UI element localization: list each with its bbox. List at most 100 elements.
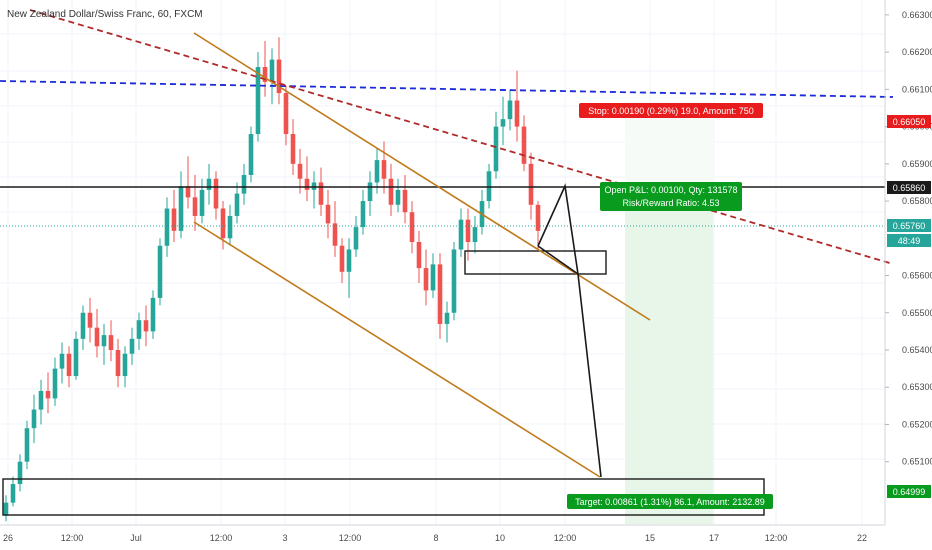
candle-body [311,182,317,190]
candle-body [199,189,205,216]
target-annotation-text: Target: 0.00861 (1.31%) 86.1, Amount: 21… [575,497,765,507]
stop-annotation-text: Stop: 0.00190 (0.29%) 19.0, Amount: 750 [588,106,754,116]
candle-body [178,186,184,231]
candle-body [493,126,499,172]
candle-body [339,245,345,272]
candle-body [157,245,163,298]
tag-last-price-text: 0.65760 [893,221,926,231]
candle-body [507,100,513,120]
candle-body [514,100,520,127]
candle-body [360,201,366,228]
tag-last-price: 0.65760 48:49 [887,219,931,247]
price-tick-label: 0.65300 [902,382,932,392]
price-tick-label: 0.66100 [902,84,932,94]
tag-target-text: 0.64999 [893,487,926,497]
channel-lower-line [193,221,601,478]
candle-body [150,297,156,332]
candle-body [472,227,478,243]
tag-stop: 0.66050 [887,115,931,128]
tag-resistance-text: 0.65860 [893,183,926,193]
time-tick-label: 22 [857,533,867,543]
price-tick-label: 0.65900 [902,159,932,169]
candle-body [45,390,51,399]
candle-body [430,264,436,291]
time-tick-label: 8 [433,533,438,543]
price-tick-label: 0.65500 [902,308,932,318]
candle-body [213,178,219,209]
support-box-upper [464,250,607,275]
tag-target: 0.64999 [887,485,931,498]
candle-body [227,215,233,239]
candle-body [164,208,170,246]
target-zone [625,189,713,524]
candle-body [388,178,394,205]
candle-body [318,182,324,205]
candle-body [206,178,212,190]
candle-body [444,312,450,324]
time-tick-label: 12:00 [210,533,233,543]
candle-body [437,264,443,324]
chart-grid [0,0,885,525]
time-tick-label: 17 [709,533,719,543]
candle-body [367,182,373,202]
candle-body [409,212,415,243]
candle-body [465,219,471,243]
candle-body [52,368,58,399]
stop-annotation: Stop: 0.00190 (0.29%) 19.0, Amount: 750 [579,103,763,118]
candle-body [276,59,282,94]
price-tick-label: 0.66200 [902,47,932,57]
blue-dashed-trendline [0,80,894,98]
candle-body [304,178,310,190]
pnl-annotation: Open P&L: 0.00100, Qty: 131578 Risk/Rewa… [600,182,742,211]
candle-body [416,242,422,269]
candle-body [10,484,16,503]
price-tick-label: 0.65100 [902,457,932,467]
time-tick-label: 12:00 [61,533,84,543]
candle-body [423,268,429,291]
candle-body [185,186,191,198]
candle-body [241,175,247,194]
candle-body [353,227,359,250]
candle-body [87,312,93,328]
time-tick-label: 3 [282,533,287,543]
candle-body [17,461,23,485]
candle-body [290,134,296,164]
time-tick-label: 12:00 [554,533,577,543]
time-tick-label: 15 [645,533,655,543]
candle-body [297,163,303,179]
candle-body [283,93,289,135]
candle-body [143,320,149,332]
candle-body [248,134,254,175]
candle-body [59,353,65,369]
candle-body [500,119,506,127]
chart-title: New Zealand Dollar/Swiss Franc, 60, FXCM [7,9,203,20]
candle-body [80,312,86,339]
tag-stop-text: 0.66050 [893,117,926,127]
candle-body [269,59,275,82]
candle-body [31,409,37,429]
candle-body [234,193,240,216]
price-tick-label: 0.65800 [902,196,932,206]
candle-body [535,204,541,231]
time-axis: 26 12:00 Jul 12:00 3 12:00 8 10 12:00 15 17 12:00 22 [3,533,867,543]
candle-body [101,335,107,347]
projection-connector [537,245,579,275]
candle-body [73,338,79,377]
time-tick-label: 26 [3,533,13,543]
target-annotation: Target: 0.00861 (1.31%) 86.1, Amount: 21… [567,494,773,509]
candles [3,37,541,522]
time-tick-label: 12:00 [765,533,788,543]
tag-resistance: 0.65860 [887,181,931,194]
candle-body [108,335,114,350]
candle-body [528,163,534,205]
candle-body [451,249,457,313]
tag-countdown-text: 48:49 [898,236,921,246]
price-tick-label: 0.65400 [902,345,932,355]
candle-body [192,197,198,216]
candle-body [94,327,100,347]
candle-body [521,126,527,164]
candle-body [115,350,121,377]
candle-body [66,353,72,377]
projection-path [537,183,602,478]
